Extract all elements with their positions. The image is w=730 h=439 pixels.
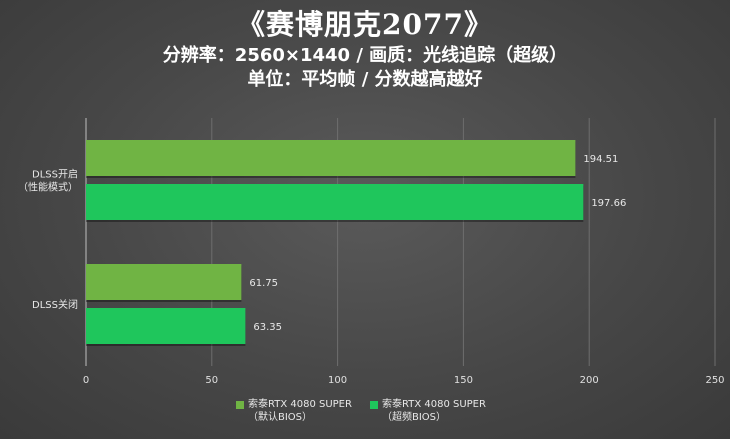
- bar-1-1: [86, 308, 246, 344]
- title-block: 《赛博朋克2077》 分辨率：2560×1440 / 画质：光线追踪（超级） 单…: [0, 6, 730, 92]
- x-tick-label-100: 100: [328, 375, 347, 386]
- legend-item-oc-bios: 索泰RTX 4080 SUPER（超频BIOS）: [370, 398, 494, 424]
- legend-label-default-bios: 索泰RTX 4080 SUPER（默认BIOS）: [248, 399, 352, 423]
- legend-swatch-oc-bios: [370, 401, 378, 409]
- x-tick-label-200: 200: [580, 375, 599, 386]
- category-label-0: DLSS开启: [32, 168, 78, 181]
- data-label-0-0: 194.51: [583, 154, 618, 165]
- x-tick-label-50: 50: [205, 375, 218, 386]
- data-label-1-1: 63.35: [253, 322, 282, 333]
- chart-subtitle-resolution: 分辨率：2560×1440 / 画质：光线追踪（超级）: [162, 45, 568, 66]
- legend-label-oc-bios: 索泰RTX 4080 SUPER（超频BIOS）: [382, 399, 486, 423]
- data-label-0-1: 197.66: [591, 198, 626, 209]
- data-label-1-0: 61.75: [249, 278, 278, 289]
- x-tick-label-250: 250: [705, 375, 724, 386]
- x-tick-label-0: 0: [83, 375, 89, 386]
- x-tick-label-150: 150: [454, 375, 473, 386]
- category-label-1: DLSS关闭: [32, 298, 78, 311]
- legend-swatch-default-bios: [236, 401, 244, 409]
- legend-item-default-bios: 索泰RTX 4080 SUPER（默认BIOS）: [236, 398, 360, 424]
- legend: 索泰RTX 4080 SUPER（默认BIOS） 索泰RTX 4080 SUPE…: [0, 398, 730, 424]
- chart-title: 《赛博朋克2077》: [237, 8, 493, 41]
- bar-0-1: [86, 184, 584, 220]
- chart-subtitle-unit: 单位：平均帧 / 分数越高越好: [247, 69, 483, 90]
- category-label-0: （性能模式）: [18, 181, 78, 194]
- bar-0-0: [86, 140, 576, 176]
- bar-1-0: [86, 264, 242, 300]
